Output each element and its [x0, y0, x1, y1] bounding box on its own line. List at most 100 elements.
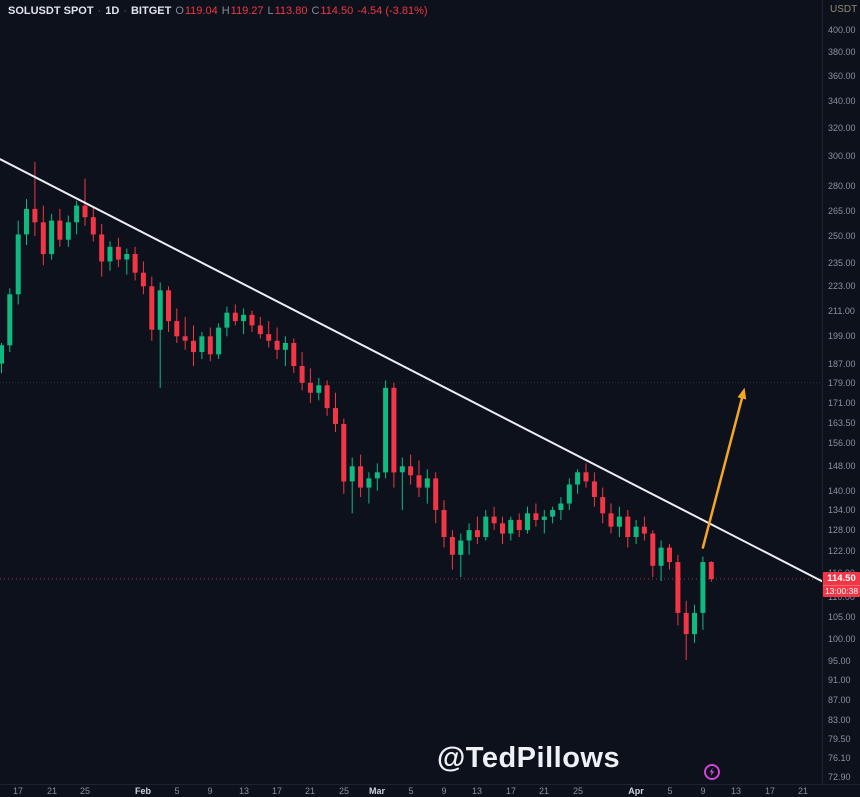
candle	[399, 457, 405, 510]
candle	[391, 382, 397, 488]
price-axis-label: 300.00	[828, 151, 856, 161]
time-axis-label: 17	[271, 786, 282, 796]
candle	[166, 286, 171, 332]
price-axis-label: 134.00	[828, 505, 856, 515]
time-axis-label: 5	[174, 786, 180, 796]
time-axis-label: 25	[79, 786, 90, 796]
candle	[474, 516, 480, 544]
candle	[207, 327, 213, 362]
price-axis-label: 105.00	[828, 612, 856, 622]
price-axis-label: 400.00	[828, 25, 856, 35]
time-axis-label: 13	[238, 786, 249, 796]
candle	[483, 510, 489, 541]
candle	[408, 454, 414, 485]
price-axis-label: 179.00	[828, 378, 856, 388]
candle	[516, 513, 522, 537]
candle	[74, 200, 80, 235]
candle	[266, 321, 272, 348]
price-axis-label: 72.90	[828, 772, 851, 782]
candle	[525, 506, 530, 534]
time-axis-label: 21	[304, 786, 315, 796]
high-readout: H 119.27	[221, 5, 264, 17]
candle	[566, 478, 572, 510]
candle	[600, 487, 606, 524]
symbol-legend: SOLUSDT SPOT · 1D · BITGET O 119.04 H 11…	[8, 5, 428, 17]
time-axis-label: Mar	[368, 786, 385, 796]
candle	[7, 288, 13, 352]
low-readout: L 113.80	[267, 5, 308, 17]
price-axis-label: 265.00	[828, 206, 856, 216]
spark-icon[interactable]	[703, 763, 721, 781]
price-axis-label: 250.00	[828, 231, 856, 241]
candle	[533, 503, 539, 527]
candle	[591, 472, 597, 507]
candle	[658, 540, 664, 581]
price-axis-label: 87.00	[828, 695, 851, 705]
interval-label[interactable]: 1D	[105, 5, 120, 17]
candle	[458, 533, 464, 578]
legend-separator: ·	[123, 5, 127, 17]
arrow-drawing[interactable]	[701, 387, 747, 549]
candle	[441, 500, 447, 548]
candle	[466, 523, 472, 555]
time-axis-label: 13	[471, 786, 482, 796]
candle	[49, 213, 55, 260]
candle	[508, 516, 514, 541]
candle	[449, 530, 455, 570]
price-axis-label: 340.00	[828, 96, 856, 106]
time-axis-label: 5	[408, 786, 414, 796]
time-axis-label: 17	[505, 786, 516, 796]
price-axis-label: 199.00	[828, 331, 856, 341]
candle	[299, 352, 305, 391]
candle	[675, 554, 681, 626]
candle	[191, 325, 196, 366]
candle	[366, 472, 372, 504]
time-axis-label: 9	[441, 786, 447, 796]
exchange-label[interactable]: BITGET	[130, 5, 172, 17]
candle	[616, 506, 622, 537]
bar-countdown: 13:00:38	[823, 585, 860, 596]
candle	[90, 207, 96, 242]
time-axis-label: 21	[538, 786, 549, 796]
open-readout: O 119.04	[175, 5, 218, 17]
candle	[307, 368, 313, 403]
time-axis-label: 21	[797, 786, 808, 796]
candle	[249, 310, 255, 332]
candle	[500, 516, 505, 544]
candle	[633, 519, 639, 544]
time-axis-label: 17	[764, 786, 775, 796]
candle	[232, 304, 238, 326]
symbol-name[interactable]: SOLUSDT SPOT	[8, 5, 94, 17]
candle	[224, 306, 230, 337]
candle	[282, 336, 288, 366]
candlestick-series	[0, 161, 714, 661]
current-price-tag: 114.50 13:00:38	[823, 572, 860, 597]
price-axis-label: 156.00	[828, 438, 856, 448]
candle	[341, 418, 347, 494]
price-axis-label: 360.00	[828, 71, 856, 81]
price-axis-label: 148.00	[828, 461, 856, 471]
candle	[140, 261, 146, 295]
price-axis-label: 211.00	[828, 306, 855, 316]
currency-toggle[interactable]: USDT	[830, 4, 858, 15]
candle	[667, 544, 672, 570]
time-axis-label: 17	[12, 786, 23, 796]
candle	[174, 308, 180, 343]
candle	[541, 510, 547, 534]
price-axis[interactable]: USDT 400.00 380.00 360.00 340.00 320.00 300.0…	[822, 0, 860, 784]
time-axis[interactable]: 17 21 25 Feb 5 9 13 17 21 25 Mar 5 9 13 17 21 25 Apr 5 9 13 1…	[0, 784, 860, 797]
time-axis-label: 9	[207, 786, 213, 796]
candle	[374, 463, 380, 491]
chart-plot[interactable]: @TedPillows	[0, 0, 822, 784]
candle	[182, 316, 188, 350]
price-axis-label: 83.00	[828, 715, 851, 725]
candlestick-chart[interactable]	[0, 0, 822, 784]
price-axis-label: 235.00	[828, 258, 856, 268]
price-axis-label: 122.00	[828, 546, 856, 556]
candle	[608, 503, 614, 534]
price-axis-label: 79.50	[828, 734, 851, 744]
trendline-drawing[interactable]	[0, 158, 822, 601]
time-axis-label: 13	[730, 786, 741, 796]
candle	[32, 161, 38, 237]
price-axis-label: 91.00	[828, 675, 851, 685]
